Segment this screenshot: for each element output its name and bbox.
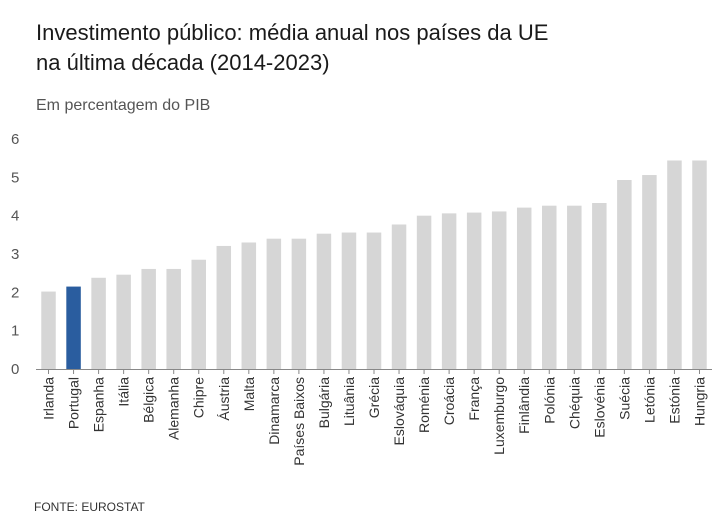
bar-espanha: [91, 277, 106, 369]
x-tick-label: Eslováquia: [391, 377, 407, 446]
x-tick-label: Grécia: [366, 377, 382, 418]
bar-roménia: [416, 215, 432, 369]
bar-eslováquia: [391, 224, 407, 369]
bar-polónia: [542, 205, 557, 369]
bar-chipre: [191, 259, 206, 369]
y-tick-label: 6: [11, 131, 19, 148]
y-tick-label: 0: [11, 361, 19, 378]
x-tick-label: França: [466, 377, 482, 421]
x-tick-label: Alemanha: [166, 377, 182, 440]
x-tick-label: Lituânia: [341, 377, 357, 426]
x-tick-label: Suécia: [616, 377, 632, 420]
x-tick-label: Finlândia: [516, 377, 532, 434]
x-tick-label: Áustria: [216, 377, 232, 421]
bar-estónia: [667, 160, 682, 369]
x-tick-label: Itália: [116, 377, 132, 407]
x-tick-label: Malta: [241, 377, 257, 411]
x-tick-label: Irlanda: [41, 377, 57, 420]
x-tick-label: Croácia: [441, 377, 457, 425]
x-tick-label: Portugal: [66, 377, 82, 429]
bar-luxemburgo: [491, 211, 507, 369]
bar-bulgária: [316, 233, 332, 369]
x-tick-label: Eslovénia: [591, 377, 607, 438]
chart-title-line-1: Investimento público: média anual nos pa…: [36, 20, 549, 45]
chart-title-line-2: na última década (2014-2023): [36, 50, 330, 75]
x-tick-label: Polónia: [541, 377, 557, 424]
x-tick-label: Estónia: [666, 377, 682, 424]
x-tick-label: Hungria: [691, 377, 707, 426]
bar-eslovénia: [592, 203, 607, 369]
bar-irlanda: [41, 291, 56, 369]
x-tick-label: Luxemburgo: [491, 377, 507, 455]
x-tick-label: Bulgária: [316, 377, 332, 429]
bar-itália: [116, 274, 131, 369]
bar-lituânia: [341, 232, 357, 369]
x-tick-label: Chipre: [191, 377, 207, 418]
x-tick-label: Roménia: [416, 377, 432, 433]
bar-suécia: [617, 180, 632, 369]
bar-croácia: [441, 213, 457, 369]
bar-portugal: [66, 286, 81, 369]
y-tick-label: 1: [11, 323, 19, 340]
bar-dinamarca: [266, 238, 282, 369]
bar-hungria: [692, 160, 707, 369]
bar-países-baixos: [291, 238, 307, 369]
bar-chéquia: [567, 205, 582, 369]
chart-title: Investimento público: média anual nos pa…: [36, 18, 716, 78]
x-tick-label: Letónia: [641, 377, 657, 423]
x-tick-label: Países Baixos: [291, 377, 307, 466]
chart-subtitle: Em percentagem do PIB: [36, 97, 211, 114]
x-tick-label: Chéquia: [566, 377, 582, 429]
bar-malta: [241, 242, 257, 369]
bar-alemanha: [166, 268, 181, 369]
y-tick-label: 4: [11, 208, 19, 225]
bar-áustria: [216, 245, 232, 369]
bar-finlândia: [516, 207, 532, 369]
y-tick-label: 5: [11, 169, 19, 186]
bar-letónia: [642, 175, 657, 369]
bar-bélgica: [141, 268, 156, 369]
x-tick-label: Bélgica: [141, 377, 157, 423]
bar-grécia: [366, 232, 382, 369]
y-tick-label: 3: [11, 246, 19, 263]
x-tick-label: Espanha: [91, 377, 107, 432]
y-tick-label: 2: [11, 284, 19, 301]
x-tick-label: Dinamarca: [266, 377, 282, 445]
bar-frança: [466, 212, 482, 369]
chart-source: FONTE: EUROSTAT: [34, 500, 145, 514]
